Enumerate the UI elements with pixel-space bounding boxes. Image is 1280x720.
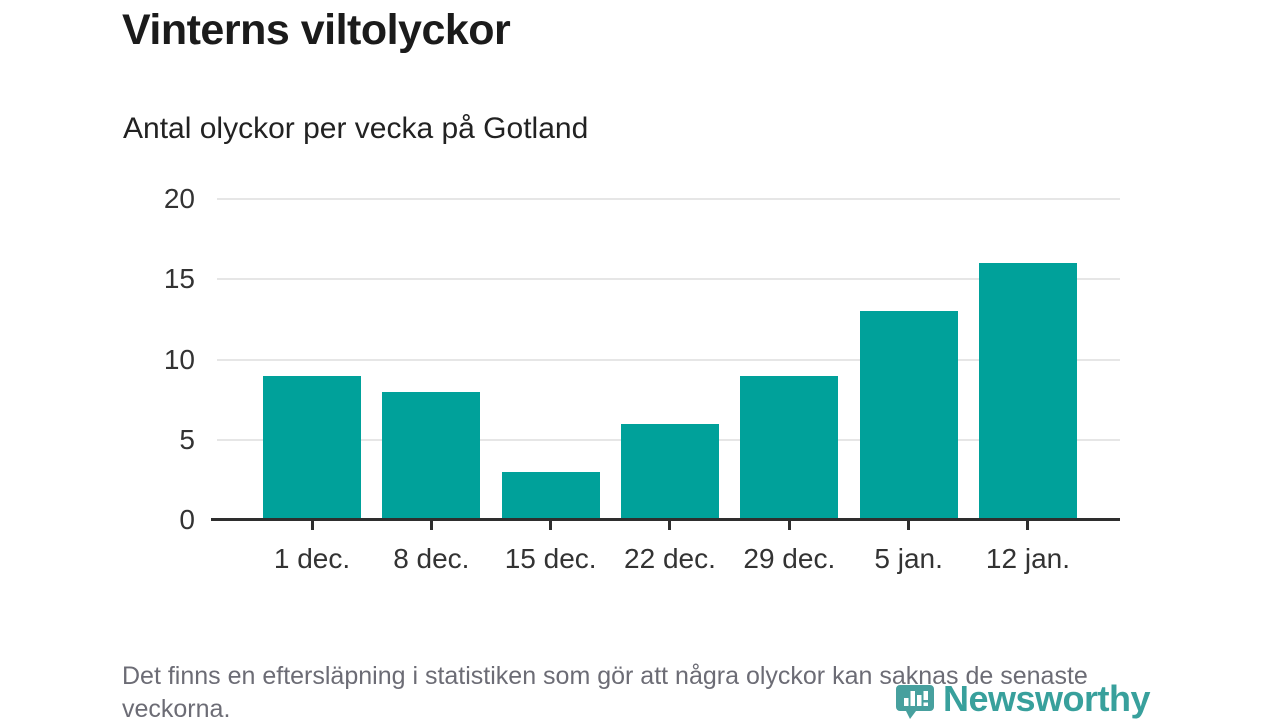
bar-8dec: [382, 391, 481, 520]
x-axis-tick-label: 29 dec.: [743, 543, 836, 574]
x-axis-tick: [787, 521, 791, 530]
footnote: Det finns en eftersläpning i statistiken…: [122, 662, 1088, 720]
gridline-y-15: [217, 278, 1120, 281]
chart-subtitle: Antal olyckor per vecka på Gotland: [123, 112, 589, 145]
x-axis-tick-label: 1 dec.: [273, 543, 351, 574]
newsworthy-logo-text: Newsworthy: [943, 678, 1151, 719]
chart-title: Vinterns viltolyckor: [122, 6, 511, 54]
newsworthy-pin-icon: [896, 685, 934, 719]
x-axis-tick: [310, 521, 314, 530]
y-axis-tick-label: 15: [163, 263, 195, 295]
y-axis-tick-label: 20: [163, 183, 195, 214]
bar-15dec: [501, 471, 600, 520]
x-axis-tick-label: 8 dec.: [393, 543, 470, 574]
x-axis-tick-label: 5 jan.: [874, 543, 943, 574]
plot-area: 0 5 10 15 20 1 dec. 8 dec. 15 dec. 22 dec. 29 dec…: [164, 183, 1120, 574]
bar-5jan: [859, 311, 958, 520]
x-axis-tick: [907, 521, 911, 530]
gridline-y-10: [217, 358, 1120, 361]
x-axis-line: [211, 518, 1120, 521]
bar-22dec: [620, 423, 719, 520]
y-axis-tick-label: 5: [179, 423, 195, 455]
x-axis-tick: [668, 521, 672, 530]
x-axis-tick: [429, 521, 433, 530]
bar-1dec: [263, 375, 361, 520]
newsworthy-logo: Newsworthy: [896, 678, 1151, 720]
x-axis-tick-label: 12 jan.: [985, 543, 1070, 574]
gridline-y-20: [217, 198, 1120, 200]
x-axis-tick-label: 22 dec.: [624, 543, 716, 574]
x-axis-tick: [1026, 521, 1030, 530]
x-axis-tick: [549, 521, 553, 530]
y-axis-tick-label: 10: [163, 343, 195, 375]
bar-29dec: [740, 375, 839, 520]
y-axis-tick-label: 0: [179, 504, 195, 535]
bar-12jan: [978, 263, 1077, 520]
x-axis-tick-label: 15 dec.: [504, 543, 597, 574]
